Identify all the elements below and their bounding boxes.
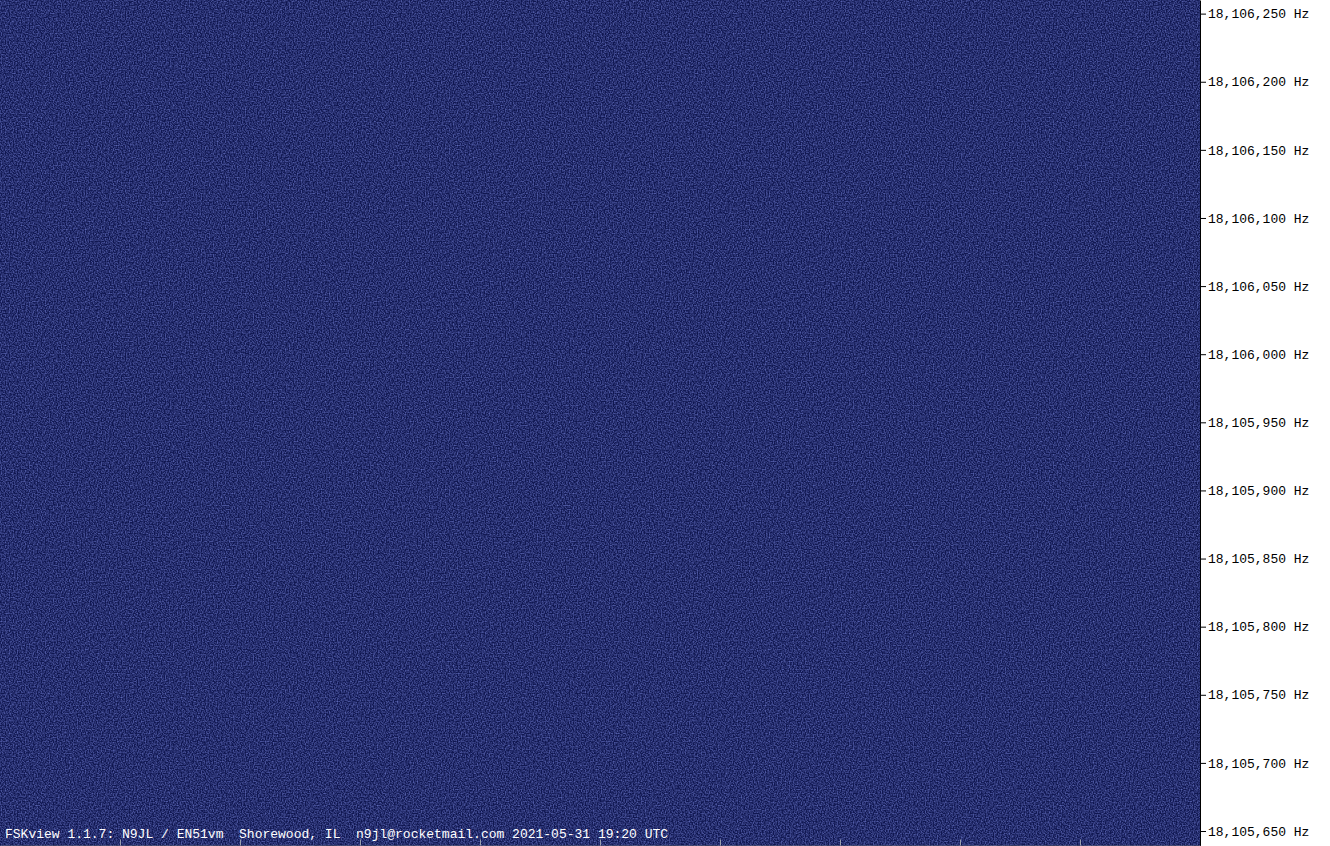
- y-tick-label: 18,106,050 Hz: [1208, 280, 1309, 295]
- y-tick-label: 18,105,700 Hz: [1208, 757, 1309, 772]
- y-tick: 18,105,850 Hz: [1200, 552, 1309, 567]
- y-axis: 18,106,250 Hz 18,106,200 Hz 18,106,150 Hz 1…: [1200, 1, 1309, 846]
- y-tick: 18,105,750 Hz: [1200, 688, 1309, 703]
- y-tick-mark: [1200, 354, 1206, 355]
- x-tick: [960, 840, 961, 846]
- y-tick-label: 18,106,250 Hz: [1208, 7, 1309, 22]
- y-tick-label: 18,105,650 Hz: [1208, 825, 1309, 840]
- y-tick: 18,105,900 Hz: [1200, 484, 1309, 499]
- y-tick: 18,105,700 Hz: [1200, 757, 1309, 772]
- caption: FSKview 1.1.7: N9JL / EN51vm Shorewood, …: [5, 827, 668, 842]
- y-tick: 18,106,250 Hz: [1200, 7, 1309, 22]
- y-tick-label: 18,106,200 Hz: [1208, 75, 1309, 90]
- y-tick-mark: [1200, 422, 1206, 423]
- x-tick-mark: [1080, 840, 1081, 846]
- y-tick-mark: [1200, 150, 1206, 151]
- y-tick-mark: [1200, 14, 1206, 15]
- y-tick-label: 18,106,150 Hz: [1208, 144, 1309, 159]
- y-tick: 18,105,800 Hz: [1200, 620, 1309, 635]
- y-tick: 18,106,150 Hz: [1200, 144, 1309, 159]
- y-tick: 18,106,200 Hz: [1200, 75, 1309, 90]
- y-tick: 18,106,000 Hz: [1200, 348, 1309, 363]
- plot-area: [0, 0, 1200, 846]
- y-tick-label: 18,105,950 Hz: [1208, 416, 1309, 431]
- y-tick-label: 18,106,000 Hz: [1208, 348, 1309, 363]
- y-tick-label: 18,105,850 Hz: [1208, 552, 1309, 567]
- y-tick: 18,105,950 Hz: [1200, 416, 1309, 431]
- y-tick-label: 18,106,100 Hz: [1208, 212, 1309, 227]
- y-tick-label: 18,105,800 Hz: [1208, 620, 1309, 635]
- spectrogram-background: [0, 0, 1200, 846]
- x-tick-mark: [720, 840, 721, 846]
- x-tick: [720, 840, 721, 846]
- x-tick-mark: [960, 840, 961, 846]
- y-tick-mark: [1200, 559, 1206, 560]
- y-tick-label: 18,105,750 Hz: [1208, 688, 1309, 703]
- y-tick: 18,106,100 Hz: [1200, 212, 1309, 227]
- y-tick-mark: [1200, 490, 1206, 491]
- spectrogram-noise: [0, 0, 1200, 846]
- y-tick-mark: [1200, 218, 1206, 219]
- y-tick-mark: [1200, 627, 1206, 628]
- y-tick-mark: [1200, 831, 1206, 832]
- y-tick: 18,105,650 Hz: [1200, 825, 1309, 840]
- y-tick-label: 18,105,900 Hz: [1208, 484, 1309, 499]
- y-tick-mark: [1200, 695, 1206, 696]
- x-tick: [1080, 840, 1081, 846]
- y-tick-mark: [1200, 82, 1206, 83]
- x-tick: [840, 840, 841, 846]
- chart: 18,106,250 Hz 18,106,200 Hz 18,106,150 Hz 1…: [0, 0, 1330, 846]
- y-tick: 18,106,050 Hz: [1200, 280, 1309, 295]
- y-tick-mark: [1200, 763, 1206, 764]
- x-tick-mark: [840, 840, 841, 846]
- y-tick-mark: [1200, 286, 1206, 287]
